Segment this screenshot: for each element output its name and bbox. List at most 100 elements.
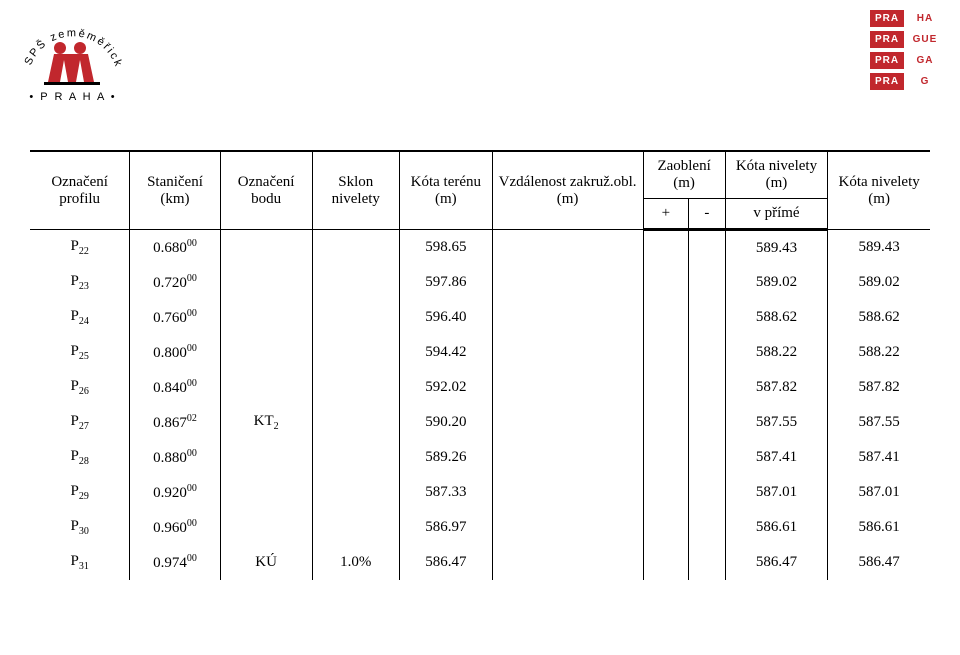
cell-staniceni: 0.97400 [130, 545, 220, 580]
cell-sklon [312, 300, 399, 335]
cell-minus [689, 300, 726, 335]
cell-plus [643, 370, 689, 405]
cell-bod [220, 300, 312, 335]
cell-minus [689, 265, 726, 300]
col-teren: Kóta terénu (m) [400, 151, 493, 230]
cell-staniceni: 0.68000 [130, 230, 220, 266]
cell-teren: 586.47 [400, 545, 493, 580]
cell-nivelety: 587.01 [828, 475, 930, 510]
table-row: P240.76000596.40588.62588.62 [30, 300, 930, 335]
cell-teren: 592.02 [400, 370, 493, 405]
table-row: P270.86702KT2590.20587.55587.55 [30, 405, 930, 440]
praha-col-1: PRA PRA PRA PRA [870, 10, 904, 90]
praha-text: G [908, 73, 942, 90]
cell-teren: 590.20 [400, 405, 493, 440]
cell-plus [643, 265, 689, 300]
page-header: SPŠ zeměměřická • P R A H A • PRA PRA PR… [0, 0, 960, 120]
cell-prime: 588.22 [725, 335, 828, 370]
cell-staniceni: 0.84000 [130, 370, 220, 405]
col-sklon: Sklon nivelety [312, 151, 399, 230]
cell-plus [643, 475, 689, 510]
cell-nivelety: 587.82 [828, 370, 930, 405]
cell-prime: 589.43 [725, 230, 828, 266]
praha-col-2: HA GUE GA G [908, 10, 942, 90]
table-row: P220.68000598.65589.43589.43 [30, 230, 930, 266]
cell-plus [643, 230, 689, 266]
cell-staniceni: 0.88000 [130, 440, 220, 475]
table-body: P220.68000598.65589.43589.43P230.72000 59… [30, 230, 930, 581]
table-row: P290.92000 587.33 587.01587.01 [30, 475, 930, 510]
cell-teren: 589.26 [400, 440, 493, 475]
cell-bod [220, 265, 312, 300]
cell-staniceni: 0.86702 [130, 405, 220, 440]
cell-nivelety: 588.22 [828, 335, 930, 370]
cell-sklon [312, 440, 399, 475]
table-header: Označení profilu Staničení (km) Označení… [30, 151, 930, 230]
table-row: P280.88000589.26587.41587.41 [30, 440, 930, 475]
cell-minus [689, 370, 726, 405]
cell-prime: 587.01 [725, 475, 828, 510]
table-row: P230.72000 597.86 589.02589.02 [30, 265, 930, 300]
cell-staniceni: 0.92000 [130, 475, 220, 510]
cell-nivelety: 587.55 [828, 405, 930, 440]
cell-profil: P23 [30, 265, 130, 300]
cell-minus [689, 545, 726, 580]
cell-profil: P29 [30, 475, 130, 510]
logo-bottom-text: • P R A H A • [29, 91, 116, 103]
cell-bod: KÚ [220, 545, 312, 580]
cell-sklon [312, 230, 399, 266]
cell-sklon [312, 475, 399, 510]
school-logo: SPŠ zeměměřická • P R A H A • [18, 10, 128, 110]
table-row: P250.80000 594.42 588.22588.22 [30, 335, 930, 370]
cell-sklon [312, 335, 399, 370]
cell-staniceni: 0.96000 [130, 510, 220, 545]
cell-plus [643, 335, 689, 370]
cell-teren: 597.86 [400, 265, 493, 300]
cell-sklon [312, 265, 399, 300]
school-logo-svg: SPŠ zeměměřická • P R A H A • [18, 10, 128, 110]
cell-teren: 586.97 [400, 510, 493, 545]
cell-staniceni: 0.76000 [130, 300, 220, 335]
cell-prime: 587.82 [725, 370, 828, 405]
cell-staniceni: 0.72000 [130, 265, 220, 300]
cell-sklon [312, 405, 399, 440]
praha-text: GUE [908, 31, 942, 48]
cell-plus [643, 440, 689, 475]
cell-profil: P30 [30, 510, 130, 545]
cell-prime: 586.61 [725, 510, 828, 545]
cell-vzdalenost [492, 405, 643, 440]
profile-table: Označení profilu Staničení (km) Označení… [30, 150, 930, 580]
cell-minus [689, 230, 726, 266]
cell-staniceni: 0.80000 [130, 335, 220, 370]
cell-bod [220, 230, 312, 266]
cell-vzdalenost [492, 510, 643, 545]
cell-plus [643, 510, 689, 545]
cell-profil: P22 [30, 230, 130, 266]
table-row: P300.96000 586.97 586.61586.61 [30, 510, 930, 545]
cell-nivelety: 589.02 [828, 265, 930, 300]
cell-nivelety: 586.61 [828, 510, 930, 545]
cell-profil: P25 [30, 335, 130, 370]
praha-text: GA [908, 52, 942, 69]
cell-teren: 594.42 [400, 335, 493, 370]
subcol-plus: + [643, 199, 689, 230]
cell-prime: 588.62 [725, 300, 828, 335]
cell-nivelety: 586.47 [828, 545, 930, 580]
praha-brick: PRA [870, 73, 904, 90]
cell-profil: P31 [30, 545, 130, 580]
col-vzdalenost: Vzdálenost zakruž.obl. (m) [492, 151, 643, 230]
cell-vzdalenost [492, 545, 643, 580]
table-row: P310.97400KÚ1.0%586.47586.47586.47 [30, 545, 930, 580]
table-row: P260.84000 592.02 587.82587.82 [30, 370, 930, 405]
cell-bod [220, 475, 312, 510]
cell-profil: P26 [30, 370, 130, 405]
people-icon [44, 42, 100, 85]
cell-teren: 587.33 [400, 475, 493, 510]
cell-profil: P28 [30, 440, 130, 475]
cell-vzdalenost [492, 335, 643, 370]
cell-prime: 589.02 [725, 265, 828, 300]
cell-prime: 587.55 [725, 405, 828, 440]
col-staniceni: Staničení (km) [130, 151, 220, 230]
cell-plus [643, 405, 689, 440]
cell-nivelety: 589.43 [828, 230, 930, 266]
